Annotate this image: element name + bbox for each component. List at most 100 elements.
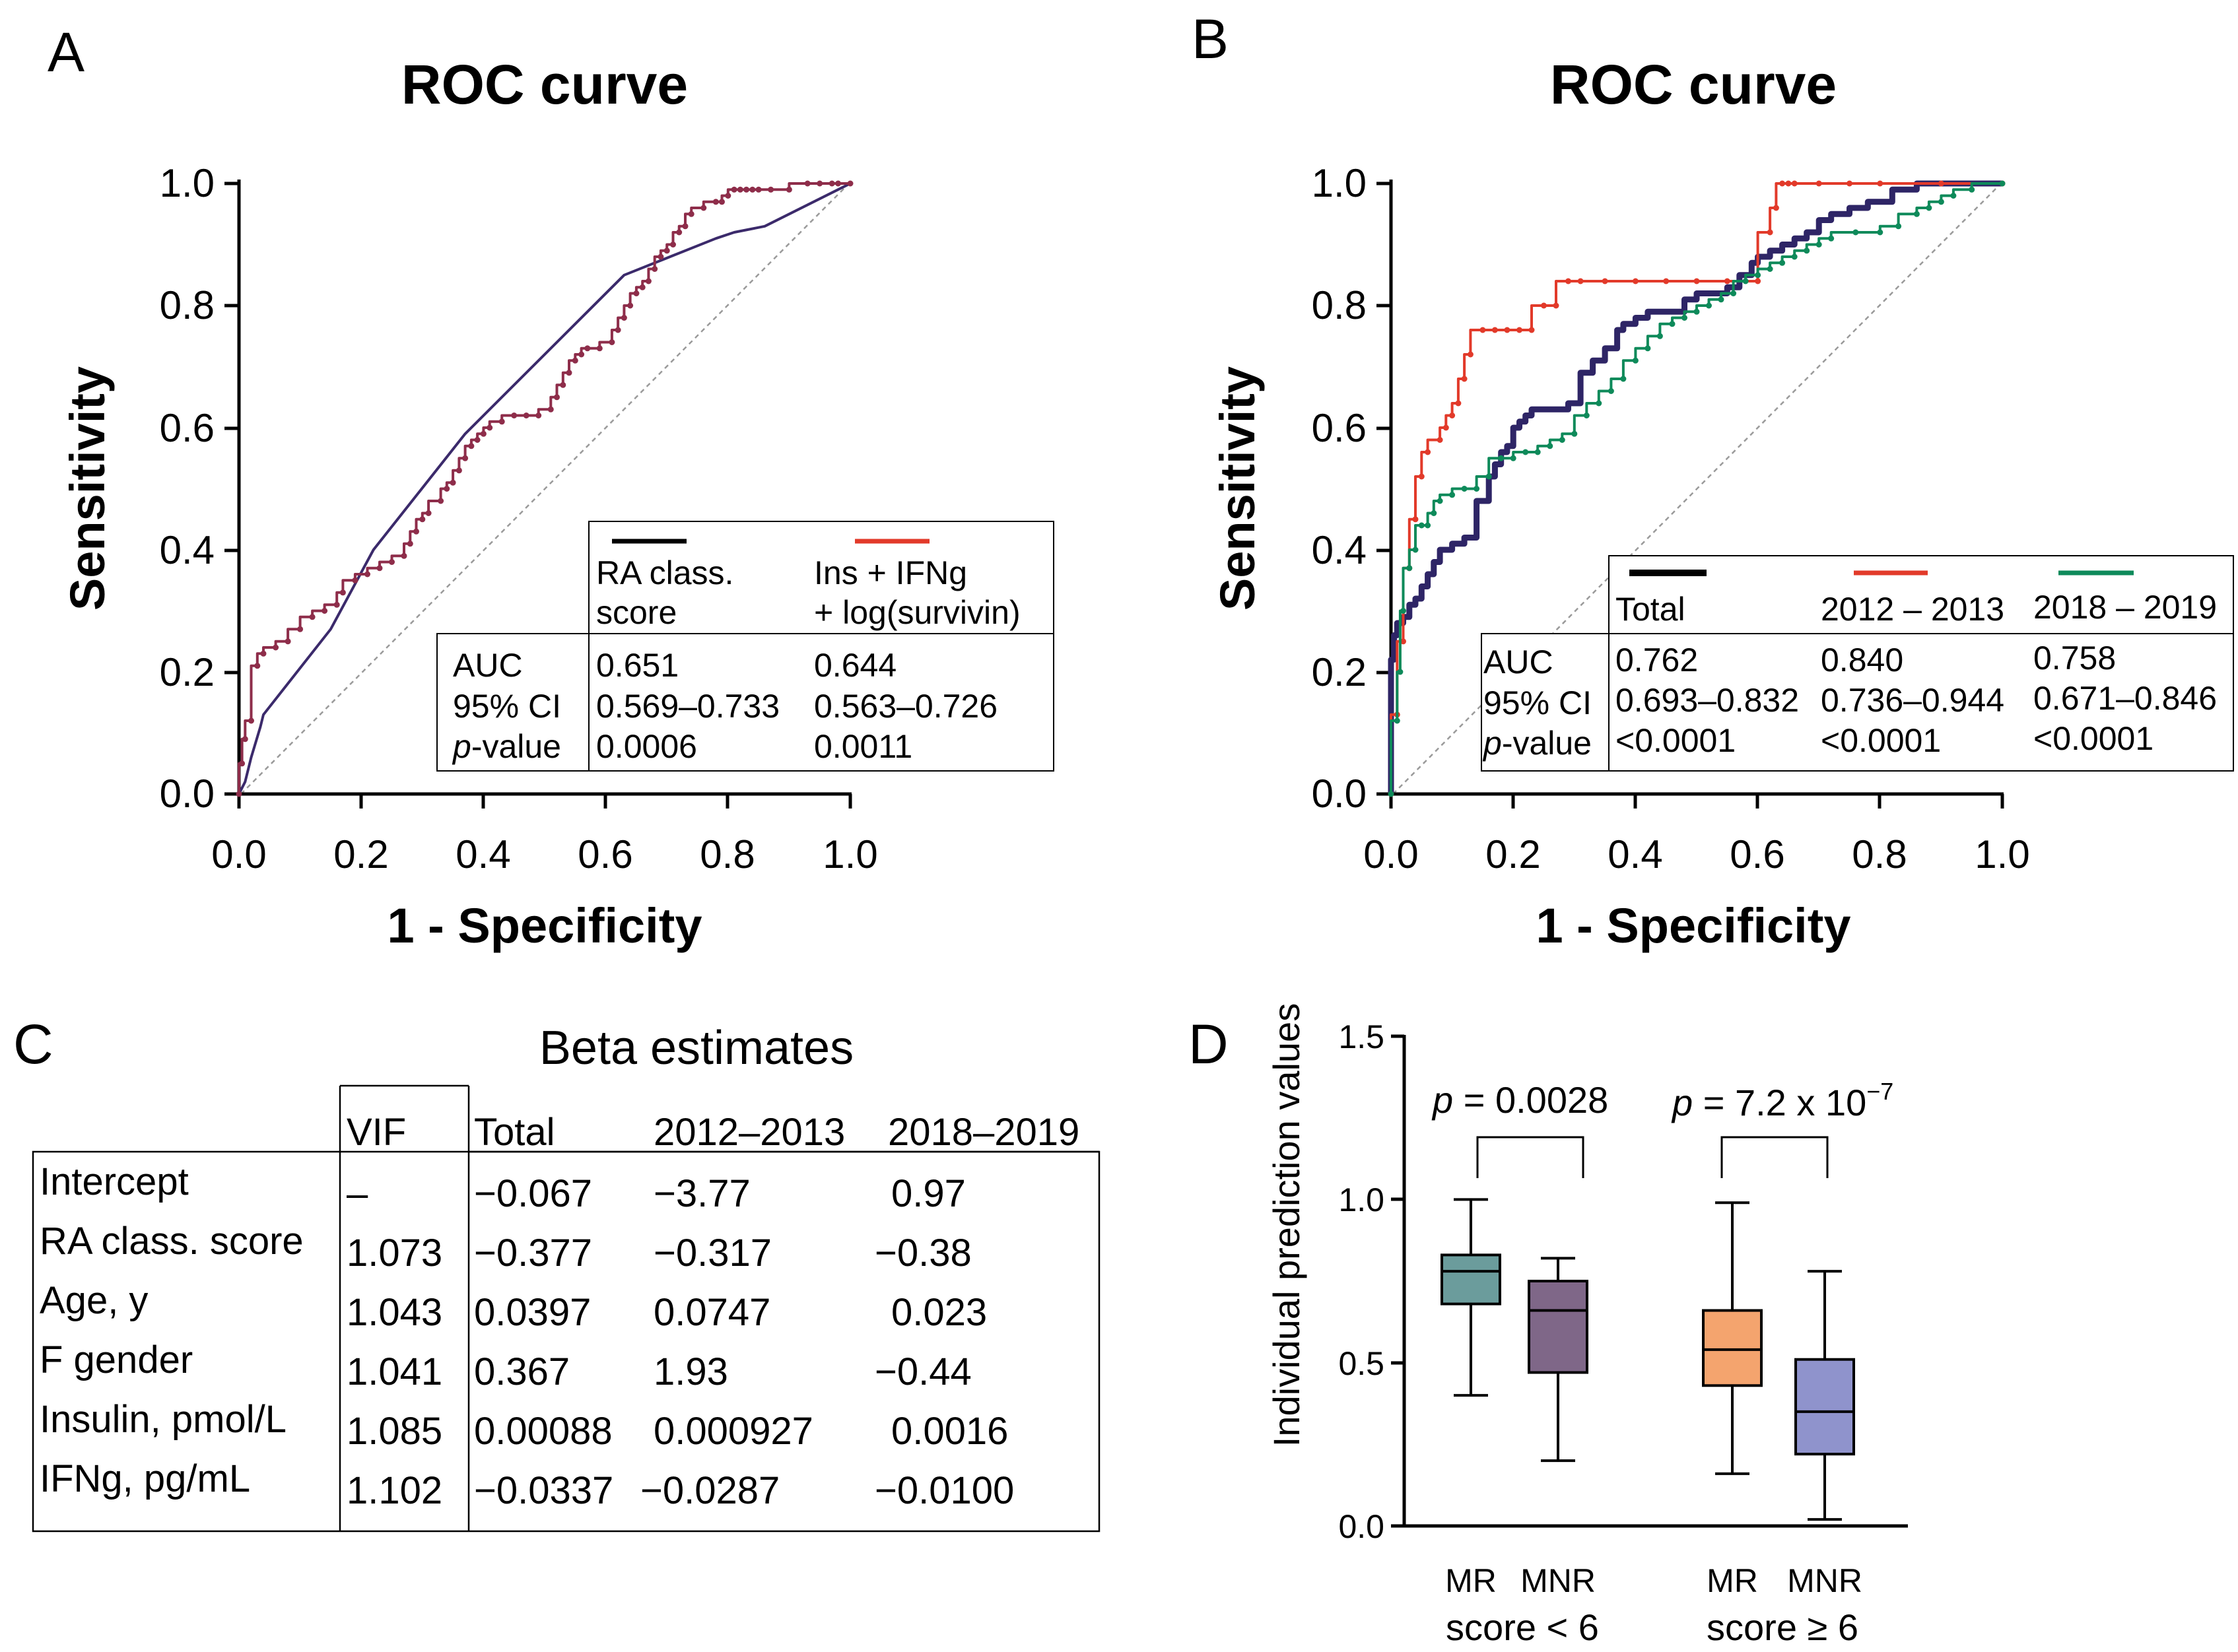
roc-point xyxy=(1969,186,1975,193)
table-cell: −0.377 xyxy=(474,1232,592,1274)
roc-point xyxy=(700,205,707,211)
roc-point xyxy=(401,552,407,559)
roc-point xyxy=(1467,351,1474,358)
roc-point xyxy=(804,180,811,187)
box-iqr xyxy=(1702,1309,1763,1387)
y-tick-label: 0.2 xyxy=(1312,650,1367,694)
roc-point xyxy=(621,315,627,321)
roc-series-b xyxy=(1388,180,2006,797)
roc-point xyxy=(248,717,254,724)
roc-point xyxy=(1828,235,1835,242)
box-label: MR xyxy=(1445,1562,1497,1599)
roc-series-a xyxy=(236,180,854,797)
roc-point xyxy=(1412,546,1419,553)
pvalue-score-lt6: p = 0.0028 xyxy=(1431,1079,1608,1121)
roc-point xyxy=(1553,302,1559,309)
roc-point xyxy=(786,186,792,193)
legend-cell: <0.0001 xyxy=(2033,720,2153,757)
panel-letter-a: A xyxy=(48,21,85,83)
y-tick-label: 0.0 xyxy=(1338,1508,1384,1545)
table-cell: 1.041 xyxy=(347,1350,442,1393)
x-ticks-b: 0.0 0.2 0.4 0.6 0.8 1.0 xyxy=(1363,794,2030,876)
roc-point xyxy=(1418,473,1425,480)
roc-title-a: ROC curve xyxy=(401,53,688,116)
table-cell: 0.00088 xyxy=(474,1410,613,1453)
roc-point xyxy=(584,345,591,352)
roc-line-b-0 xyxy=(1388,180,2002,794)
group-label: score ≥ 6 xyxy=(1707,1606,1858,1648)
roc-point xyxy=(1620,376,1627,382)
table-cell: −0.38 xyxy=(875,1232,972,1274)
table-cell: 1.102 xyxy=(347,1469,442,1512)
roc-point xyxy=(663,248,670,254)
table-cell: 0.0747 xyxy=(654,1291,770,1334)
table-row: Age, y 1.043 0.0397 0.0747 0.023 xyxy=(40,1279,987,1334)
roc-point xyxy=(1510,455,1516,461)
roc-point xyxy=(1724,278,1730,284)
roc-point xyxy=(1681,315,1687,321)
roc-point xyxy=(1815,180,1822,187)
legend-header: RA class. xyxy=(596,554,733,591)
roc-point xyxy=(719,199,725,205)
roc-point xyxy=(413,528,419,535)
roc-point xyxy=(1528,327,1535,333)
legend-cell: 0.0006 xyxy=(596,728,697,765)
roc-title-b: ROC curve xyxy=(1550,53,1837,116)
legend-cell: <0.0001 xyxy=(1821,722,1941,759)
legend-row-label: 95% CI xyxy=(1483,684,1592,721)
roc-point xyxy=(1804,248,1810,254)
roc-point xyxy=(1669,321,1676,327)
diagonal-reference-b xyxy=(1392,180,2004,795)
y-tick-label: 0.0 xyxy=(1312,772,1367,816)
roc-point xyxy=(1583,413,1590,418)
legend-cell: 0.651 xyxy=(596,647,679,684)
roc-point xyxy=(474,437,481,443)
table-row-label: IFNg, pg/mL xyxy=(40,1457,250,1500)
table-row: Intercept – −0.067 −3.77 0.97 xyxy=(40,1160,966,1215)
roc-point xyxy=(835,180,841,187)
roc-point xyxy=(682,223,689,230)
legend-row-label-pvalue: p-value xyxy=(452,728,561,765)
roc-point xyxy=(1455,400,1462,407)
legend-rowlabel-box-a xyxy=(436,633,590,772)
y-ticks-a: 0.0 0.2 0.4 0.6 0.8 1.0 xyxy=(160,161,239,816)
roc-point xyxy=(1437,437,1443,443)
roc-point xyxy=(239,760,246,767)
roc-point xyxy=(1418,522,1425,529)
table-cell: −0.0287 xyxy=(640,1469,780,1512)
roc-point xyxy=(1534,449,1541,455)
roc-point xyxy=(1791,180,1798,187)
roc-point xyxy=(547,406,554,413)
roc-point xyxy=(1522,449,1529,455)
roc-point xyxy=(1394,717,1400,724)
roc-point xyxy=(829,180,835,187)
roc-point xyxy=(1767,229,1773,236)
roc-point xyxy=(1785,180,1792,187)
legend-row-label: AUC xyxy=(1483,644,1553,680)
roc-point xyxy=(1913,211,1920,217)
x-ticks-a: 0.0 0.2 0.4 0.6 0.8 1.0 xyxy=(211,794,878,876)
table-cell: 0.97 xyxy=(891,1172,966,1215)
box-iqr xyxy=(1794,1358,1855,1456)
roc-line-a-0 xyxy=(238,182,851,795)
legend-row-label: AUC xyxy=(453,647,523,684)
y-axis-title-d: Individual prediction values xyxy=(1266,1003,1307,1447)
legend-header: 2012 – 2013 xyxy=(1821,591,2004,628)
legend-cell: 0.762 xyxy=(1615,642,1698,678)
roc-point xyxy=(712,199,719,205)
bracket-score-lt6 xyxy=(1476,1136,1584,1178)
legend-row-label: 95% CI xyxy=(453,688,561,725)
roc-point xyxy=(1950,193,1957,199)
y-ticks-b: 0.0 0.2 0.4 0.6 0.8 1.0 xyxy=(1312,161,1391,816)
roc-point xyxy=(1847,180,1852,187)
table-col-header: 2012–2013 xyxy=(654,1111,845,1154)
roc-point xyxy=(1877,180,1883,187)
table-row: Insulin, pmol/L 1.085 0.00088 0.000927 0… xyxy=(40,1398,1008,1453)
legend-header: Ins + IFNg xyxy=(814,554,967,591)
roc-point xyxy=(1596,400,1602,407)
roc-point xyxy=(468,443,475,449)
roc-point xyxy=(389,559,395,565)
x-axis-title-b: 1 - Specificity xyxy=(1536,898,1850,953)
y-tick-label: 0.2 xyxy=(160,650,215,694)
roc-point xyxy=(480,430,487,437)
